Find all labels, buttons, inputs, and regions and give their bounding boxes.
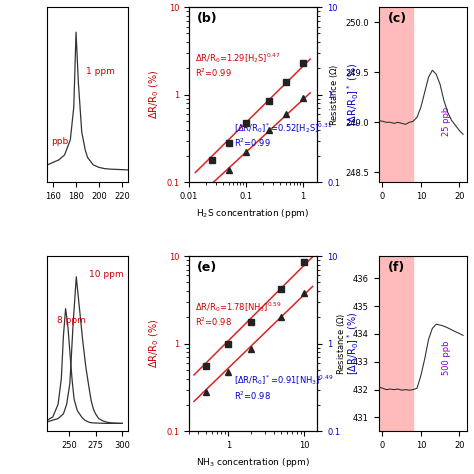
Y-axis label: Resistance ($\Omega$): Resistance ($\Omega$) <box>328 64 340 126</box>
Text: ppb: ppb <box>51 137 69 146</box>
Text: 10 ppm: 10 ppm <box>89 270 124 279</box>
Text: (e): (e) <box>197 261 217 274</box>
Text: $\Delta$R/R$_0$=1.78[NH$_3$]$^{0.59}$
R$^2$=0.98: $\Delta$R/R$_0$=1.78[NH$_3$]$^{0.59}$ R$… <box>195 300 282 328</box>
X-axis label: NH$_3$ concentration (ppm): NH$_3$ concentration (ppm) <box>196 456 310 469</box>
Text: (b): (b) <box>197 12 217 26</box>
Text: 500 ppb: 500 ppb <box>442 340 451 375</box>
Text: [$\Delta$R/R$_0$]$^*$=0.52[H$_2$S]$^{0.31}$
R$^2$=0.99: [$\Delta$R/R$_0$]$^*$=0.52[H$_2$S]$^{0.3… <box>234 121 332 149</box>
Text: (c): (c) <box>387 12 407 26</box>
Bar <box>379 7 413 182</box>
Text: $\Delta$R/R$_0$=1.29[H$_2$S]$^{0.47}$
R$^2$=0.99: $\Delta$R/R$_0$=1.29[H$_2$S]$^{0.47}$ R$… <box>195 51 281 79</box>
Text: 25 ppb: 25 ppb <box>442 107 451 136</box>
Y-axis label: [$\Delta$R/R$_0$]$^*$ (%): [$\Delta$R/R$_0$]$^*$ (%) <box>346 63 361 127</box>
Text: 8 ppm: 8 ppm <box>57 316 86 325</box>
Y-axis label: $\Delta$R/R$_0$ (%): $\Delta$R/R$_0$ (%) <box>147 70 161 119</box>
Y-axis label: $\Delta$R/R$_0$ (%): $\Delta$R/R$_0$ (%) <box>147 319 161 368</box>
Text: [$\Delta$R/R$_0$]$^*$=0.91[NH$_3$]$^{0.49}$
R$^2$=0.98: [$\Delta$R/R$_0$]$^*$=0.91[NH$_3$]$^{0.4… <box>234 374 333 402</box>
Bar <box>379 256 413 431</box>
Text: 1 ppm: 1 ppm <box>86 67 115 76</box>
Text: (f): (f) <box>387 261 405 274</box>
Y-axis label: [$\Delta$R/R$_0$]$^*$ (%): [$\Delta$R/R$_0$]$^*$ (%) <box>346 312 361 375</box>
X-axis label: H$_2$S concentration (ppm): H$_2$S concentration (ppm) <box>197 207 310 219</box>
Y-axis label: Resistance ($\Omega$): Resistance ($\Omega$) <box>336 312 347 375</box>
